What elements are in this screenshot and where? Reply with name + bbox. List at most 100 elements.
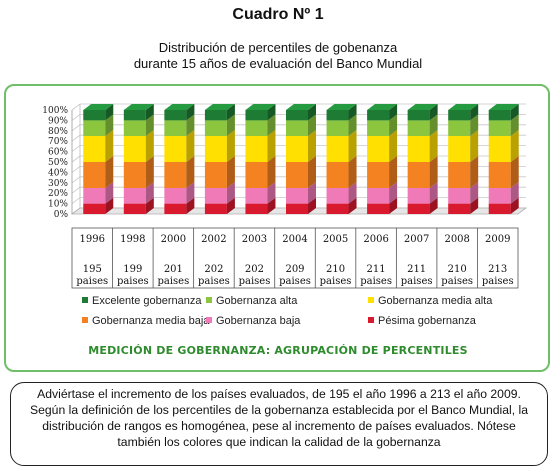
country-count: 202	[245, 264, 264, 275]
bar-segment-side	[470, 182, 479, 204]
bar-segment	[448, 120, 471, 136]
bar-segment	[164, 120, 187, 136]
bar-segment	[204, 188, 227, 204]
y-tick-label: 20%	[48, 189, 68, 199]
y-tick-label: 50%	[48, 158, 68, 168]
bar-segment-side	[429, 182, 438, 204]
bar-segment	[367, 120, 390, 136]
legend-label: Pésima gobernanza	[378, 315, 477, 327]
x-tick-label: 2000	[161, 234, 186, 245]
bar-segment-side	[145, 104, 154, 121]
bar-segment	[407, 203, 430, 214]
legend-swatch	[206, 297, 212, 303]
country-count: 201	[164, 264, 183, 275]
bar-segment-side	[348, 182, 357, 204]
bar-segment	[286, 110, 308, 121]
x-tick-label: 2006	[363, 234, 388, 245]
bar-segment	[164, 136, 187, 162]
bar-segment-side	[186, 114, 195, 136]
bar-segment-side	[429, 104, 438, 121]
legend-label: Gobernanza alta	[216, 295, 298, 307]
bar-segment	[326, 188, 349, 204]
bar-segment-side	[389, 156, 398, 188]
bar-segment-side	[510, 130, 519, 162]
category-table	[71, 227, 519, 289]
country-count-unit: paises	[117, 276, 149, 287]
y-tick-label: 70%	[48, 137, 68, 147]
bar-segment	[286, 136, 308, 162]
bar-segment-side	[389, 182, 398, 204]
country-count: 210	[448, 264, 467, 275]
bar-segment	[448, 188, 471, 204]
bar-segment	[488, 162, 511, 188]
bar-top	[407, 104, 438, 110]
subtitle-line-2: durante 15 años de evaluación del Banco …	[133, 56, 423, 71]
bar-segment	[488, 110, 511, 121]
country-count: 199	[123, 264, 142, 275]
country-count-unit: paises	[320, 276, 352, 287]
bar-segment-side	[105, 182, 114, 204]
bar-segment-side	[389, 197, 398, 214]
bar-segment-side	[267, 114, 276, 136]
bar-segment-side	[267, 104, 276, 121]
country-count: 202	[204, 264, 223, 275]
bar-segment-side	[510, 156, 519, 188]
x-tick-label: 2002	[201, 234, 226, 245]
bar-segment-side	[105, 156, 114, 188]
legend-swatch	[368, 297, 374, 303]
bar-segment	[123, 188, 146, 204]
bar-segment	[407, 110, 430, 121]
bar-segment	[204, 162, 227, 188]
y-tick-label: 30%	[48, 179, 68, 189]
bar-top	[286, 104, 316, 110]
y-tick-label: 10%	[48, 200, 68, 210]
bar-segment	[367, 203, 390, 214]
bar-segment	[164, 110, 187, 121]
legend-swatch	[368, 317, 374, 323]
bar-segment-side	[308, 130, 316, 162]
bar-segment-side	[226, 182, 235, 204]
bar-segment	[448, 110, 471, 121]
bar-segment	[488, 120, 511, 136]
bar-segment-side	[267, 156, 276, 188]
bar-segment	[286, 120, 308, 136]
bar-segment	[83, 136, 106, 162]
bar-segment-side	[105, 130, 114, 162]
x-tick-label: 2007	[404, 234, 429, 245]
bar-segment-side	[105, 114, 114, 136]
bar-segment-side	[308, 114, 316, 136]
bar-segment	[448, 136, 471, 162]
bar-segment-side	[389, 104, 398, 121]
x-tick-label: 2009	[485, 234, 510, 245]
bar-segment	[83, 203, 106, 214]
bar-segment-side	[348, 130, 357, 162]
bar-segment-side	[186, 182, 195, 204]
legend-swatch	[82, 297, 88, 303]
bar-segment-side	[226, 156, 235, 188]
country-count-unit: paises	[279, 276, 311, 287]
bar-segment-side	[105, 197, 114, 214]
bar-segment	[245, 162, 268, 188]
bar-segment-side	[348, 197, 357, 214]
bar-segment-side	[470, 114, 479, 136]
bar-segment-side	[470, 104, 479, 121]
bar-segment	[123, 162, 146, 188]
x-tick-label: 1996	[80, 234, 105, 245]
bar-segment	[245, 203, 268, 214]
bar-top	[123, 104, 154, 110]
x-tick-label: 2004	[282, 234, 307, 245]
bar-segment	[488, 136, 511, 162]
bar-segment-side	[389, 130, 398, 162]
country-count-unit: paises	[482, 276, 514, 287]
bar-segment	[83, 110, 106, 121]
bar-segment	[245, 120, 268, 136]
bar-segment	[326, 203, 349, 214]
country-count-unit: paises	[76, 276, 108, 287]
bar-segment-side	[429, 156, 438, 188]
bar-segment	[407, 188, 430, 204]
bar-top	[326, 104, 357, 110]
bar-top	[164, 104, 195, 110]
bar-segment-side	[429, 130, 438, 162]
legend-label: Gobernanza media alta	[378, 295, 493, 307]
